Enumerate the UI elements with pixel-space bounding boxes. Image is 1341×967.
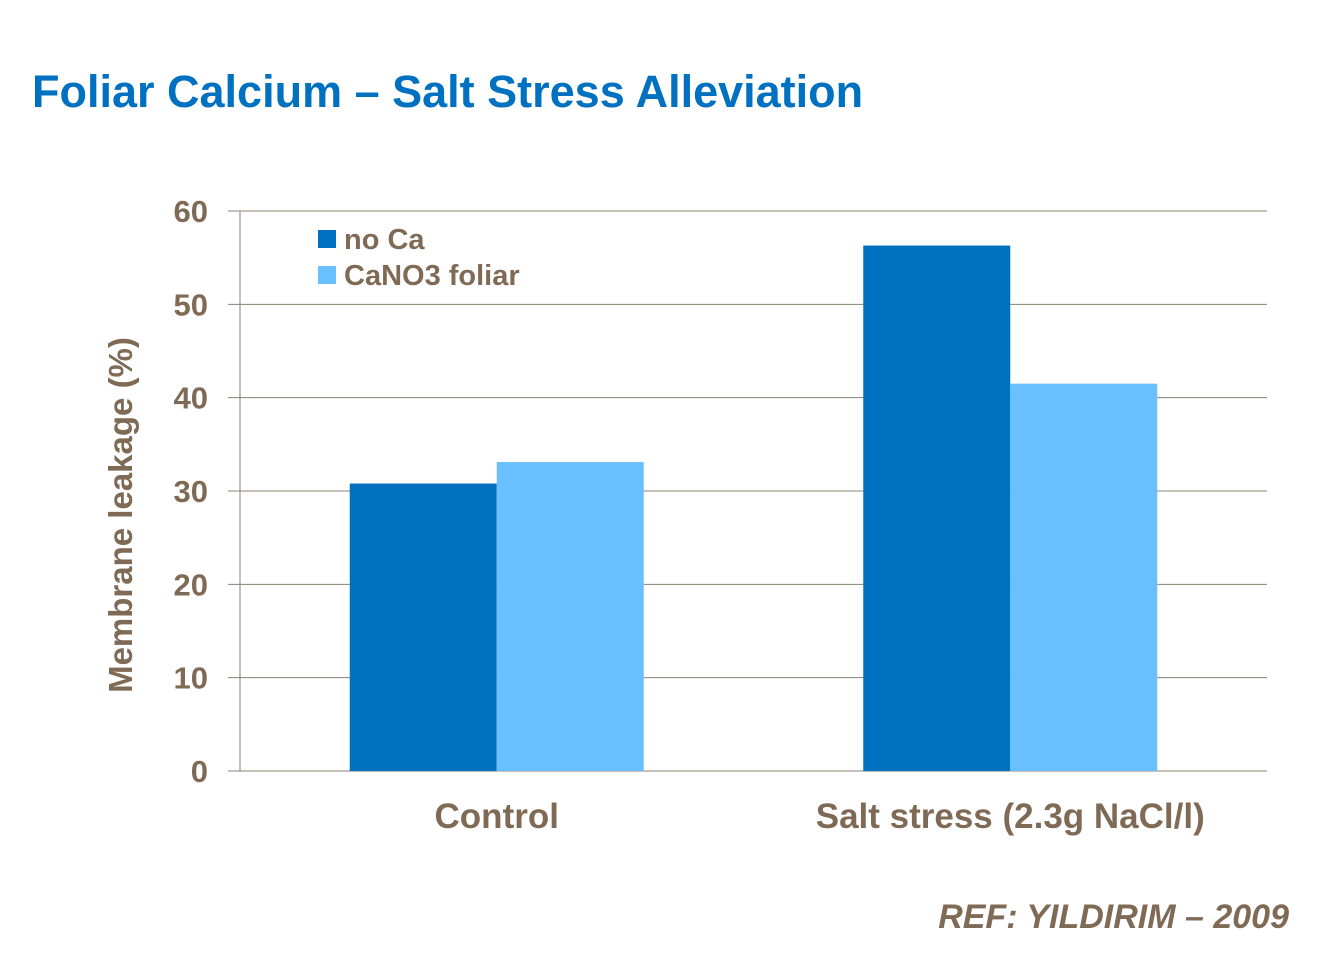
bar-no-ca <box>863 245 1011 772</box>
y-tick-label: 60 <box>174 194 208 229</box>
x-tick-label: Salt stress (2.3g NaCl/l) <box>816 797 1205 836</box>
y-tick-label: 50 <box>174 287 208 322</box>
bar-no-ca <box>349 483 497 771</box>
y-tick-label: 10 <box>174 661 208 696</box>
y-tick-label: 30 <box>174 474 208 509</box>
chart-title: Foliar Calcium – Salt Stress Alleviation <box>32 66 864 117</box>
y-axis-label: Membrane leakage (%) <box>102 337 139 693</box>
bar-cano3-foliar <box>496 462 644 771</box>
y-tick-label: 0 <box>191 754 208 789</box>
y-tick-label: 40 <box>174 381 208 416</box>
legend-swatch <box>318 230 336 248</box>
reference-citation: REF: YILDIRIM – 2009 <box>938 898 1289 936</box>
legend-swatch <box>318 266 336 284</box>
legend-label: no Ca <box>344 224 425 256</box>
y-tick-label: 20 <box>174 567 208 602</box>
x-tick-label: Control <box>435 797 559 836</box>
legend-label: CaNO3 foliar <box>344 260 520 292</box>
bar-cano3-foliar <box>1010 383 1158 771</box>
